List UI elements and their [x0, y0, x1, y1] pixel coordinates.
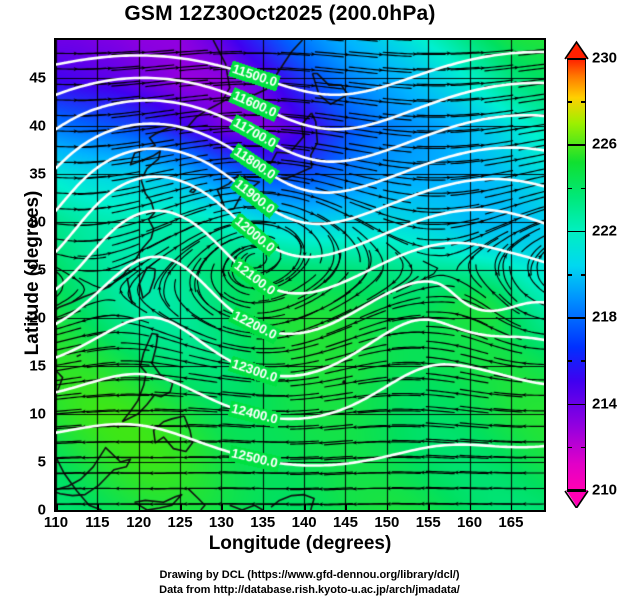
colorbar-tick-label: 214: [592, 395, 618, 413]
colorbar-bottom-arrow-icon: [566, 490, 588, 507]
x-tick-mark: [180, 504, 182, 512]
colorbar-tick-major: [567, 403, 586, 406]
x-tick-mark: [56, 504, 58, 512]
colorbar-top-arrow-icon: [566, 42, 588, 59]
footer-line-1: Drawing by DCL (https://www.gfd-dennou.o…: [159, 569, 460, 581]
y-tick-label: 15: [29, 357, 46, 375]
x-tick-label: 165: [498, 514, 524, 531]
y-tick-label: 25: [29, 261, 46, 279]
colorbar-tick-minor: [581, 446, 586, 449]
y-tick-label: 40: [29, 117, 46, 135]
x-tick-label: 110: [43, 514, 69, 531]
y-tick-label: 5: [37, 453, 46, 471]
x-tick-label: 150: [374, 514, 400, 531]
colorbar-tick-major: [567, 144, 586, 146]
x-tick-label: 135: [250, 514, 276, 531]
colorbar-tick-label: 226: [592, 135, 618, 153]
chart-title: GSM 12Z30Oct2025 (200.0hPa): [124, 2, 436, 25]
colorbar-tick-minor: [567, 187, 572, 190]
colorbar-top-arrow-outline-icon: [564, 40, 589, 60]
x-tick-mark: [221, 504, 223, 512]
colorbar-tick-label: 218: [592, 308, 618, 326]
x-tick-mark: [97, 504, 99, 512]
x-tick-mark: [510, 504, 513, 512]
x-tick-label: 130: [208, 514, 234, 531]
colorbar-tick-minor: [581, 101, 586, 103]
y-tick-label: 0: [37, 501, 46, 519]
colorbar-tick-minor: [581, 274, 586, 276]
y-tick-label: 45: [29, 69, 46, 87]
x-tick-mark: [428, 504, 430, 512]
x-tick-mark: [262, 504, 265, 512]
x-tick-label: 125: [167, 514, 193, 531]
x-tick-label: 145: [332, 514, 358, 531]
x-tick-label: 115: [85, 514, 110, 531]
x-tick-mark: [345, 504, 347, 512]
colorbar-tick-minor: [581, 187, 586, 190]
x-tick-mark: [138, 504, 141, 512]
colorbar-tick-minor: [567, 446, 572, 449]
x-tick-mark: [304, 504, 306, 512]
colorbar-tick-minor: [567, 360, 572, 362]
y-tick-label: 35: [29, 165, 46, 183]
colorbar-bottom-arrow-outline-icon: [564, 490, 589, 508]
footer-line-2: Data from http://database.rish.kyoto-u.a…: [159, 584, 460, 596]
contour-field-canvas: [56, 40, 544, 510]
footer: Drawing by DCL (https://www.gfd-dennou.o…: [0, 568, 619, 598]
x-tick-label: 155: [415, 514, 441, 531]
colorbar: 230 226 222 218 214 210: [563, 34, 619, 520]
x-tick-mark: [469, 504, 472, 512]
colorbar-tick-major: [567, 230, 586, 233]
y-tick-label: 10: [29, 405, 46, 423]
colorbar-tick-major: [567, 490, 586, 492]
x-tick-label: 160: [457, 514, 483, 531]
plot-area: [54, 38, 546, 512]
colorbar-tick-major: [567, 317, 586, 319]
x-tick-label: 140: [291, 514, 317, 531]
x-tick-mark: [386, 504, 389, 512]
colorbar-tick-label: 230: [592, 49, 618, 67]
colorbar-tick-label: 222: [592, 222, 618, 240]
x-tick-label: 120: [126, 514, 152, 531]
colorbar-tick-minor: [567, 274, 572, 276]
y-axis-ticks: 0 5 10 15 20 25 30 35 40 45: [0, 0, 50, 605]
colorbar-tick-label: 210: [592, 481, 618, 499]
y-tick-label: 20: [29, 309, 46, 327]
y-tick-label: 30: [29, 213, 46, 231]
colorbar-tick-minor: [581, 360, 586, 362]
colorbar-tick-minor: [567, 101, 572, 103]
y-axis-label: Latitude (degrees): [22, 190, 43, 356]
x-axis-label: Longitude (degrees): [208, 533, 392, 554]
colorbar-tick-major: [567, 58, 586, 60]
